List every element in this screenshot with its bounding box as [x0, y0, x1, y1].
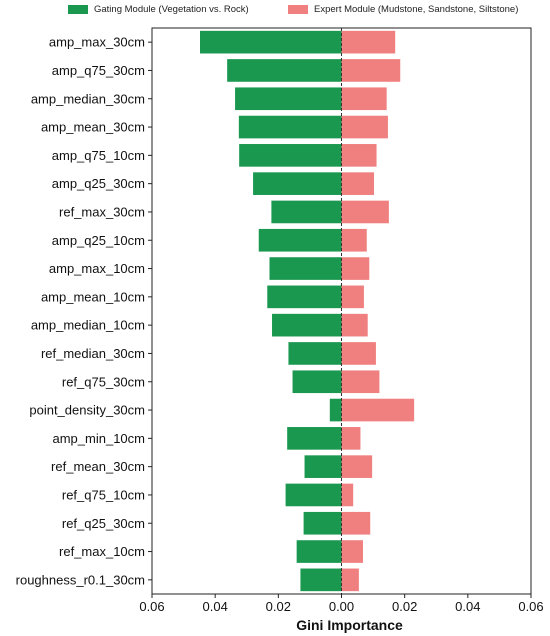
legend: Gating Module (Vegetation vs. Rock) Expe…: [0, 4, 550, 22]
legend-label-expert: Expert Module (Mudstone, Sandstone, Silt…: [314, 4, 519, 15]
expert-bar-amp_max_30cm: [341, 30, 396, 54]
expert-bar-ref_median_30cm: [341, 342, 376, 365]
y-tick-label: amp_median_10cm: [31, 318, 145, 333]
x-tick-label: 0.04: [455, 599, 480, 614]
gating-bar-ref_q25_30cm: [303, 511, 342, 535]
y-tick-label: amp_q75_30cm: [52, 63, 145, 78]
expert-bar-roughness_r0.1_30cm: [341, 568, 359, 592]
y-tick-label: ref_mean_30cm: [51, 459, 145, 474]
y-tick-label: roughness_r0.1_30cm: [16, 572, 145, 587]
gating-bar-amp_min_10cm: [287, 427, 342, 450]
gating-bar-ref_q75_30cm: [292, 370, 342, 394]
y-tick-label: amp_q25_10cm: [52, 233, 145, 248]
gating-bar-amp_median_10cm: [272, 313, 342, 337]
expert-bar-ref_max_10cm: [341, 540, 363, 563]
x-tick-label: 0.06: [139, 599, 164, 614]
y-tick-label: ref_q75_30cm: [62, 374, 145, 389]
expert-bar-ref_mean_30cm: [341, 455, 373, 478]
y-tick-label: amp_mean_10cm: [41, 289, 145, 304]
expert-bar-ref_max_30cm: [341, 200, 389, 224]
legend-swatch-expert: [288, 5, 308, 14]
gating-bar-ref_mean_30cm: [304, 455, 342, 478]
expert-bar-amp_q75_30cm: [341, 59, 401, 82]
expert-bar-point_density_30cm: [341, 398, 415, 422]
gating-bar-amp_q25_30cm: [253, 172, 342, 195]
gating-bar-amp_mean_30cm: [238, 115, 342, 139]
expert-bar-amp_max_10cm: [341, 257, 370, 280]
legend-swatch-gating: [68, 5, 88, 14]
expert-bar-amp_median_30cm: [341, 87, 387, 111]
x-tick-label: 0.00: [329, 599, 354, 614]
y-tick-label: amp_min_10cm: [53, 431, 146, 446]
expert-bar-ref_q75_30cm: [341, 370, 380, 394]
expert-bar-amp_q25_10cm: [341, 228, 367, 252]
gating-bar-ref_max_30cm: [271, 200, 342, 224]
y-tick-label: ref_q75_10cm: [62, 487, 145, 502]
y-tick-label: ref_max_10cm: [59, 544, 145, 559]
legend-item-gating: Gating Module (Vegetation vs. Rock): [68, 4, 249, 15]
y-tick-label: amp_q25_30cm: [52, 176, 145, 191]
gating-bar-point_density_30cm: [329, 398, 342, 422]
y-tick-label: ref_q25_30cm: [62, 516, 145, 531]
expert-bar-amp_min_10cm: [341, 427, 361, 450]
gating-bar-roughness_r0.1_30cm: [300, 568, 342, 592]
y-tick-label: amp_q75_10cm: [52, 148, 145, 163]
y-tick-label: amp_median_30cm: [31, 91, 145, 106]
y-tick-label: point_density_30cm: [29, 403, 145, 418]
x-tick-label: 0.04: [203, 599, 228, 614]
expert-bar-ref_q75_10cm: [341, 483, 354, 507]
gating-bar-amp_median_30cm: [235, 87, 342, 111]
expert-bar-amp_median_10cm: [341, 313, 368, 337]
gating-bar-ref_q75_10cm: [285, 483, 342, 507]
expert-bar-amp_q25_30cm: [341, 172, 375, 195]
legend-label-gating: Gating Module (Vegetation vs. Rock): [94, 4, 249, 15]
gating-bar-amp_q75_30cm: [227, 59, 342, 82]
gating-bar-amp_mean_10cm: [267, 285, 342, 309]
gating-bar-ref_max_10cm: [296, 540, 342, 563]
x-tick-label: 0.06: [518, 599, 543, 614]
y-tick-label: amp_mean_30cm: [41, 120, 145, 135]
gating-bar-ref_median_30cm: [288, 342, 342, 365]
gating-bar-amp_q75_10cm: [239, 144, 342, 167]
expert-bar-amp_mean_30cm: [341, 115, 388, 139]
x-tick-label: 0.02: [266, 599, 291, 614]
x-tick-label: 0.02: [392, 599, 417, 614]
expert-bar-ref_q25_30cm: [341, 511, 371, 535]
expert-bar-amp_q75_10cm: [341, 144, 377, 167]
x-axis-title: Gini Importance: [296, 617, 403, 633]
legend-item-expert: Expert Module (Mudstone, Sandstone, Silt…: [288, 4, 518, 15]
y-tick-label: ref_median_30cm: [41, 346, 145, 361]
y-tick-label: amp_max_10cm: [49, 261, 145, 276]
y-tick-label: ref_max_30cm: [59, 204, 145, 219]
y-tick-label: amp_max_30cm: [49, 35, 145, 50]
expert-bar-amp_mean_10cm: [341, 285, 364, 309]
gating-bar-amp_max_10cm: [269, 257, 342, 280]
gating-bar-amp_max_30cm: [200, 30, 342, 54]
gating-bar-amp_q25_10cm: [258, 228, 342, 252]
